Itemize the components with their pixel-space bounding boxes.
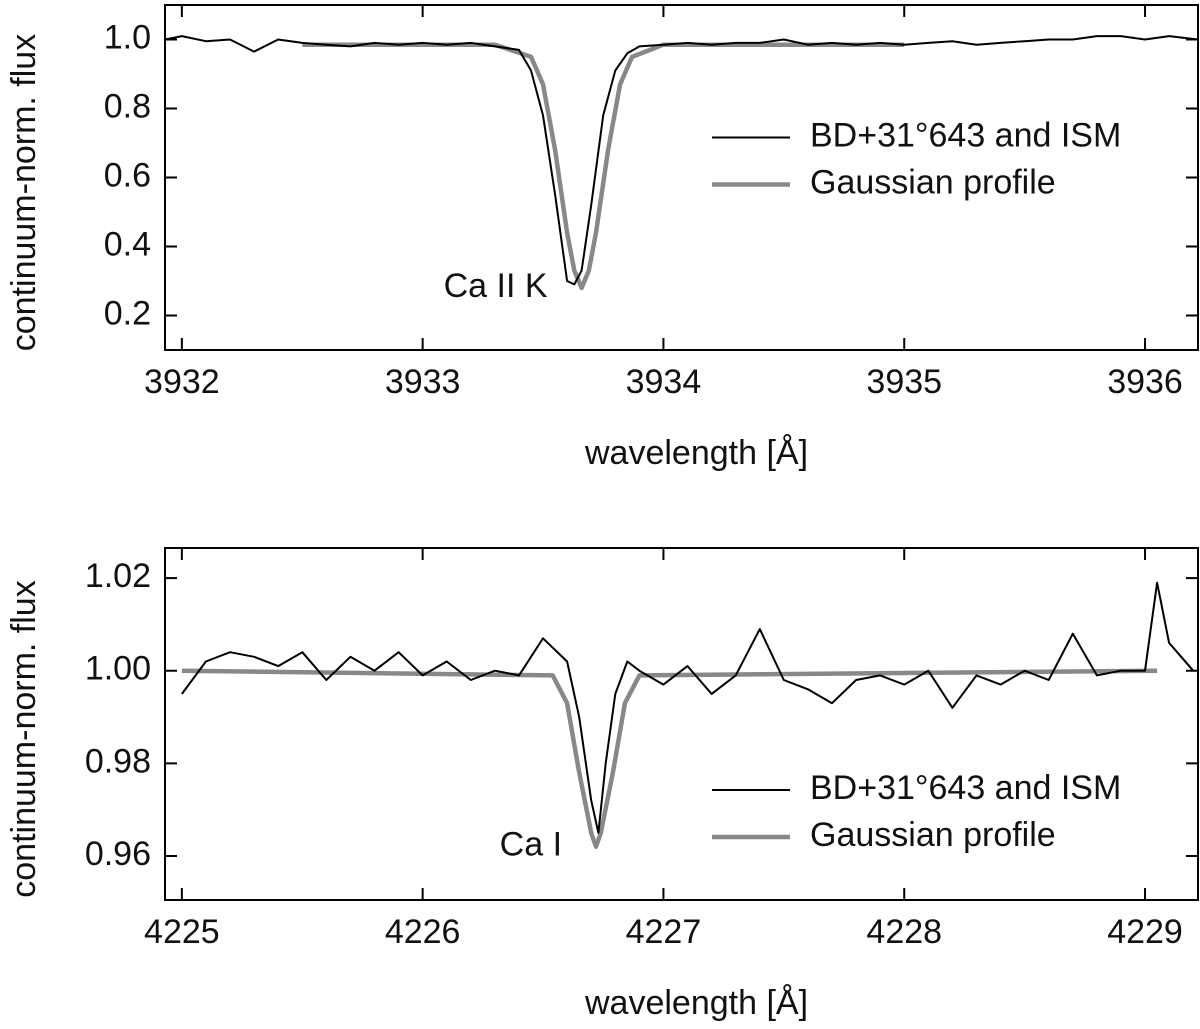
x-tick-label: 4227 (626, 913, 702, 951)
y-tick-label: 0.96 (85, 835, 151, 873)
x-tick-label: 3934 (626, 363, 702, 401)
x-tick-label: 4229 (1107, 913, 1183, 951)
y-tick-label: 0.98 (85, 742, 151, 780)
x-tick-label: 4228 (866, 913, 942, 951)
spectrum-line (181, 668, 1158, 849)
x-tick-label: 4226 (385, 913, 461, 951)
y-axis-label: continuum-norm. flux (5, 34, 43, 351)
legend-label: Gaussian profile (810, 163, 1056, 201)
x-axis-label: wavelength [Å] (584, 434, 808, 472)
y-tick-label: 1.02 (85, 557, 151, 595)
y-tick-label: 0.2 (104, 294, 151, 332)
spectrum-line (181, 581, 1194, 834)
line-annotation: Ca I (500, 826, 562, 864)
x-axis-label: wavelength [Å] (584, 984, 808, 1022)
y-axis-label: continuum-norm. flux (5, 580, 43, 897)
y-tick-label: 0.4 (104, 225, 151, 263)
x-tick-label: 4225 (144, 913, 220, 951)
x-tick-label: 3932 (144, 363, 220, 401)
y-tick-label: 0.8 (104, 87, 151, 125)
y-tick-label: 0.6 (104, 156, 151, 194)
legend-label: Gaussian profile (810, 816, 1056, 854)
legend-label: BD+31°643 and ISM (810, 769, 1121, 807)
spectrum-line (164, 35, 1199, 286)
spectrum-line (302, 42, 905, 291)
x-tick-label: 3933 (385, 363, 461, 401)
plot-frame (164, 4, 1199, 351)
plot-frame (164, 547, 1199, 901)
y-tick-label: 1.0 (104, 18, 151, 56)
legend-label: BD+31°643 and ISM (810, 116, 1121, 154)
x-tick-label: 3935 (866, 363, 942, 401)
line-annotation: Ca II K (444, 267, 548, 305)
x-tick-label: 3936 (1107, 363, 1183, 401)
y-tick-label: 1.00 (85, 650, 151, 688)
